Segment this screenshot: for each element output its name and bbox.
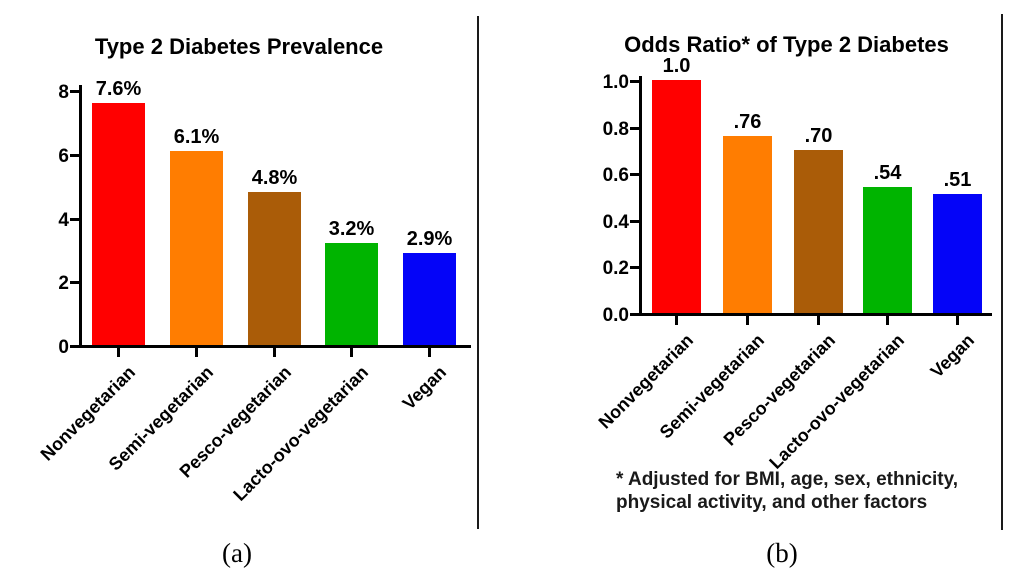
y-tick-label: 0.8 — [602, 118, 629, 140]
panel-divider-line — [477, 16, 479, 529]
bar-value-label: 1.0 — [662, 55, 691, 77]
y-axis-tick — [630, 313, 639, 316]
bar-nonvegetarian — [652, 80, 701, 313]
panel-a-letter: (a) — [222, 538, 252, 568]
y-tick-label: 0.2 — [602, 258, 629, 280]
bar-lacto-ovo-vegetarian — [325, 243, 378, 345]
chart-a-title: Type 2 Diabetes Prevalence — [94, 34, 384, 59]
y-axis — [639, 76, 642, 316]
bar-semi-vegetarian — [723, 135, 772, 313]
x-axis — [78, 345, 471, 348]
bar-value-label: .54 — [873, 162, 902, 185]
y-tick-label: 1.0 — [602, 72, 629, 93]
y-axis-tick — [630, 80, 639, 83]
y-axis-tick — [70, 281, 79, 285]
x-axis-tick — [746, 316, 749, 325]
bar-value-label: .51 — [943, 169, 972, 192]
bar-lacto-ovo-vegetarian — [863, 187, 912, 313]
x-axis-tick — [350, 348, 353, 357]
x-axis-tick — [675, 316, 678, 325]
y-tick-label: 0.0 — [602, 305, 629, 326]
y-tick-label: 2 — [58, 273, 69, 295]
figure-right-border-line — [1001, 14, 1003, 530]
bar-pesco-vegetarian — [248, 192, 301, 345]
y-tick-label: 8 — [58, 82, 69, 103]
bar-value-label: 4.8% — [251, 167, 298, 189]
y-axis-tick — [630, 173, 639, 177]
y-tick-label: 4 — [58, 209, 69, 231]
bar-semi-vegetarian — [170, 150, 223, 345]
y-axis-tick — [70, 153, 79, 157]
x-axis-tick — [273, 348, 276, 357]
y-tick-label: 0.4 — [602, 211, 629, 233]
bar-value-label: 6.1% — [173, 125, 220, 148]
y-tick-label: 0.6 — [602, 165, 629, 187]
y-axis-tick — [630, 126, 639, 130]
x-axis-tick — [117, 348, 120, 357]
y-axis-tick — [70, 345, 79, 348]
y-axis-tick — [630, 266, 639, 270]
y-tick-label: 0 — [58, 337, 69, 358]
bar-value-label: .76 — [733, 110, 762, 133]
bar-value-label: 7.6% — [95, 77, 142, 100]
bar-value-label: .70 — [804, 124, 833, 147]
bar-vegan — [933, 194, 982, 313]
x-axis-tick — [195, 348, 198, 357]
chart-b-footnote: * Adjusted for BMI, age, sex, ethnicity,… — [616, 468, 958, 514]
y-axis-tick — [70, 90, 79, 93]
y-tick-label: 6 — [58, 145, 69, 167]
bar-vegan — [403, 252, 456, 345]
x-axis-tick — [886, 316, 889, 325]
y-axis-tick — [630, 219, 639, 223]
chart-b-title: Odds Ratio* of Type 2 Diabetes — [624, 32, 949, 57]
footnote-line-1: * Adjusted for BMI, age, sex, ethnicity, — [616, 469, 959, 490]
bar-value-label: 2.9% — [406, 227, 453, 250]
x-axis-tick — [817, 316, 820, 325]
x-axis-tick — [428, 348, 431, 357]
bar-pesco-vegetarian — [794, 149, 843, 313]
x-axis — [638, 313, 992, 316]
bar-value-label: 3.2% — [328, 218, 375, 240]
bar-nonvegetarian — [92, 102, 145, 345]
y-axis — [79, 85, 82, 348]
panel-b-letter: (b) — [766, 538, 798, 568]
y-axis-tick — [70, 217, 79, 221]
x-axis-tick — [956, 316, 959, 325]
footnote-line-2: physical activity, and other factors — [616, 492, 928, 513]
